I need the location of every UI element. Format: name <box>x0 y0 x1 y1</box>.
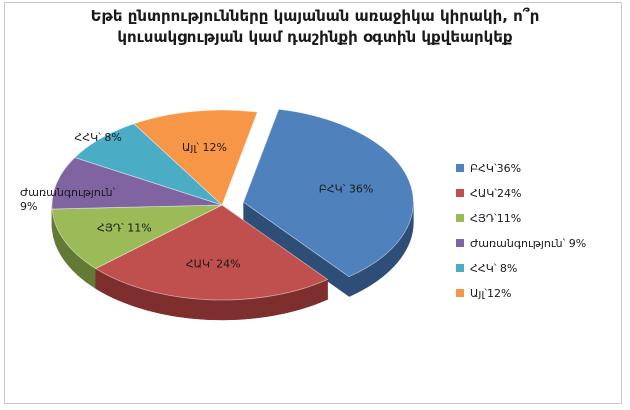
pie-slice-ԲՀԿ <box>242 108 414 278</box>
legend-entry-2: ՀՅԴ՝11% <box>470 212 521 225</box>
slice-label-5: Այլ՝ 12% <box>182 141 227 154</box>
chart-title-line-2: կուսակցության կամ դաշինքի օգտին կքվեարկե… <box>117 28 513 46</box>
legend-swatch-1 <box>456 189 464 197</box>
slice-label-4: ՀՀԿ՝ 8% <box>74 131 121 144</box>
legend-swatch-5 <box>456 289 464 297</box>
legend: ԲՀԿ՝36% ՀԱԿ՝24% ՀՅԴ՝11% Ժառանգություն՝ 9% ՀՀ… <box>456 162 586 300</box>
legend-entry-5: Այլ՝12% <box>470 287 511 300</box>
pie-slice-Այլ <box>133 109 258 206</box>
slice-tops <box>51 108 414 301</box>
slice-label-0: ԲՀԿ՝ 36% <box>319 183 374 196</box>
pie-slice-ՀՅԴ <box>51 204 223 270</box>
slice-label-3-value: 9% <box>20 200 37 213</box>
slice-wall-0-1 <box>243 202 350 297</box>
legend-swatch-2 <box>456 214 464 222</box>
slice-labels: ԲՀԿ՝ 36% ՀԱԿ՝ 24% ՀՅԴ՝ 11% Ժառանգություն՝9%… <box>20 131 373 270</box>
legend-swatch-3 <box>456 239 464 247</box>
slice-label-1: ՀԱԿ՝ 24% <box>186 258 241 271</box>
chart-title-line-1: Եթե ընտրությունները կայանան առաջիկա կիրա… <box>90 7 540 25</box>
legend-entry-1: ՀԱԿ՝24% <box>470 187 521 200</box>
slice-label-3: Ժառանգություն՝ <box>20 186 116 199</box>
chart-title: Եթե ընտրությունները կայանան առաջիկա կիրա… <box>20 6 610 48</box>
legend-entry-3: Ժառանգություն՝ 9% <box>470 237 586 250</box>
pie-slice-ՀԱԿ <box>94 204 329 301</box>
pie-slice-Ժառանգություն <box>51 157 223 210</box>
legend-swatch-0 <box>456 164 464 172</box>
legend-entry-4: ՀՀԿ՝ 8% <box>470 262 517 275</box>
legend-entry-0: ԲՀԿ՝36% <box>470 162 521 175</box>
legend-swatch-4 <box>456 264 464 272</box>
slice-label-2: ՀՅԴ՝ 11% <box>97 221 152 234</box>
